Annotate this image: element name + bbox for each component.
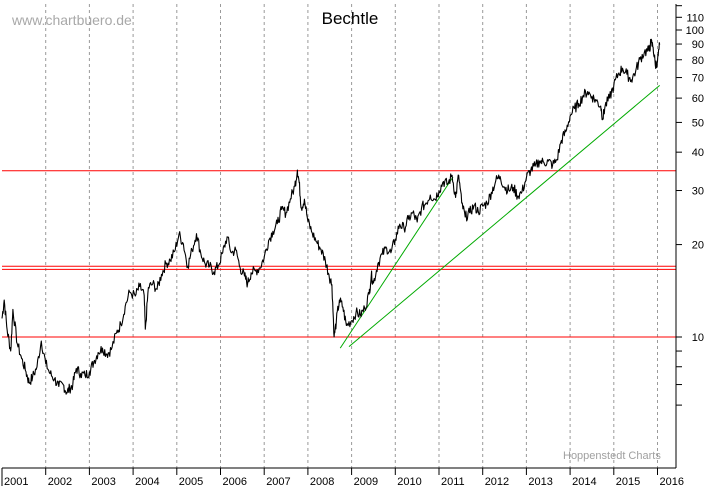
x-tick-label: 2003 (91, 476, 115, 486)
support-lines (2, 170, 676, 338)
x-tick-label: 2012 (485, 476, 509, 486)
y-tick-label: 50 (692, 117, 704, 129)
x-tick-label: 2001 (4, 476, 28, 486)
trendline-1 (339, 176, 454, 349)
x-tick-label: 2002 (48, 476, 72, 486)
x-tick-label: 2004 (135, 476, 159, 486)
x-tick-label: 2006 (223, 476, 247, 486)
chart-title: Bechtle (322, 9, 379, 28)
trendline-2 (348, 85, 661, 348)
y-tick-label: 40 (692, 147, 704, 159)
watermark: www.chartbuero.de (11, 12, 132, 28)
x-tick-label: 2005 (179, 476, 203, 486)
y-tick-label: 80 (692, 55, 704, 67)
x-tick-label: 2016 (660, 476, 684, 486)
y-tick-label: 20 (692, 240, 704, 252)
y-tick-label: 110 (686, 12, 704, 24)
y-tick-label: 60 (692, 93, 704, 105)
x-tick-label: 2014 (572, 476, 596, 486)
y-tick-label: 30 (692, 186, 704, 198)
x-tick-label: 2008 (310, 476, 334, 486)
x-tick-label: 2013 (528, 476, 552, 486)
y-tick-label: 100 (686, 25, 704, 37)
x-axis-ticks: 2001 2002 2003 2004 2005 2006 2007 2008 2009 2010… (1, 468, 684, 488)
grid-layer (45, 4, 658, 468)
trendlines (339, 85, 661, 349)
y-tick-label: 10 (692, 332, 704, 344)
price-line (1, 38, 661, 395)
x-tick-label: 2009 (354, 476, 378, 486)
price-series (1, 38, 661, 395)
x-tick-label: 2007 (266, 476, 290, 486)
y-tick-label: 90 (692, 39, 704, 51)
x-tick-label: 2011 (441, 476, 465, 486)
credit-label: Hoppenstedt Charts (563, 450, 661, 462)
x-tick-label: 2010 (397, 476, 421, 486)
x-tick-label: 2015 (616, 476, 640, 486)
y-tick-label: 70 (692, 73, 704, 85)
